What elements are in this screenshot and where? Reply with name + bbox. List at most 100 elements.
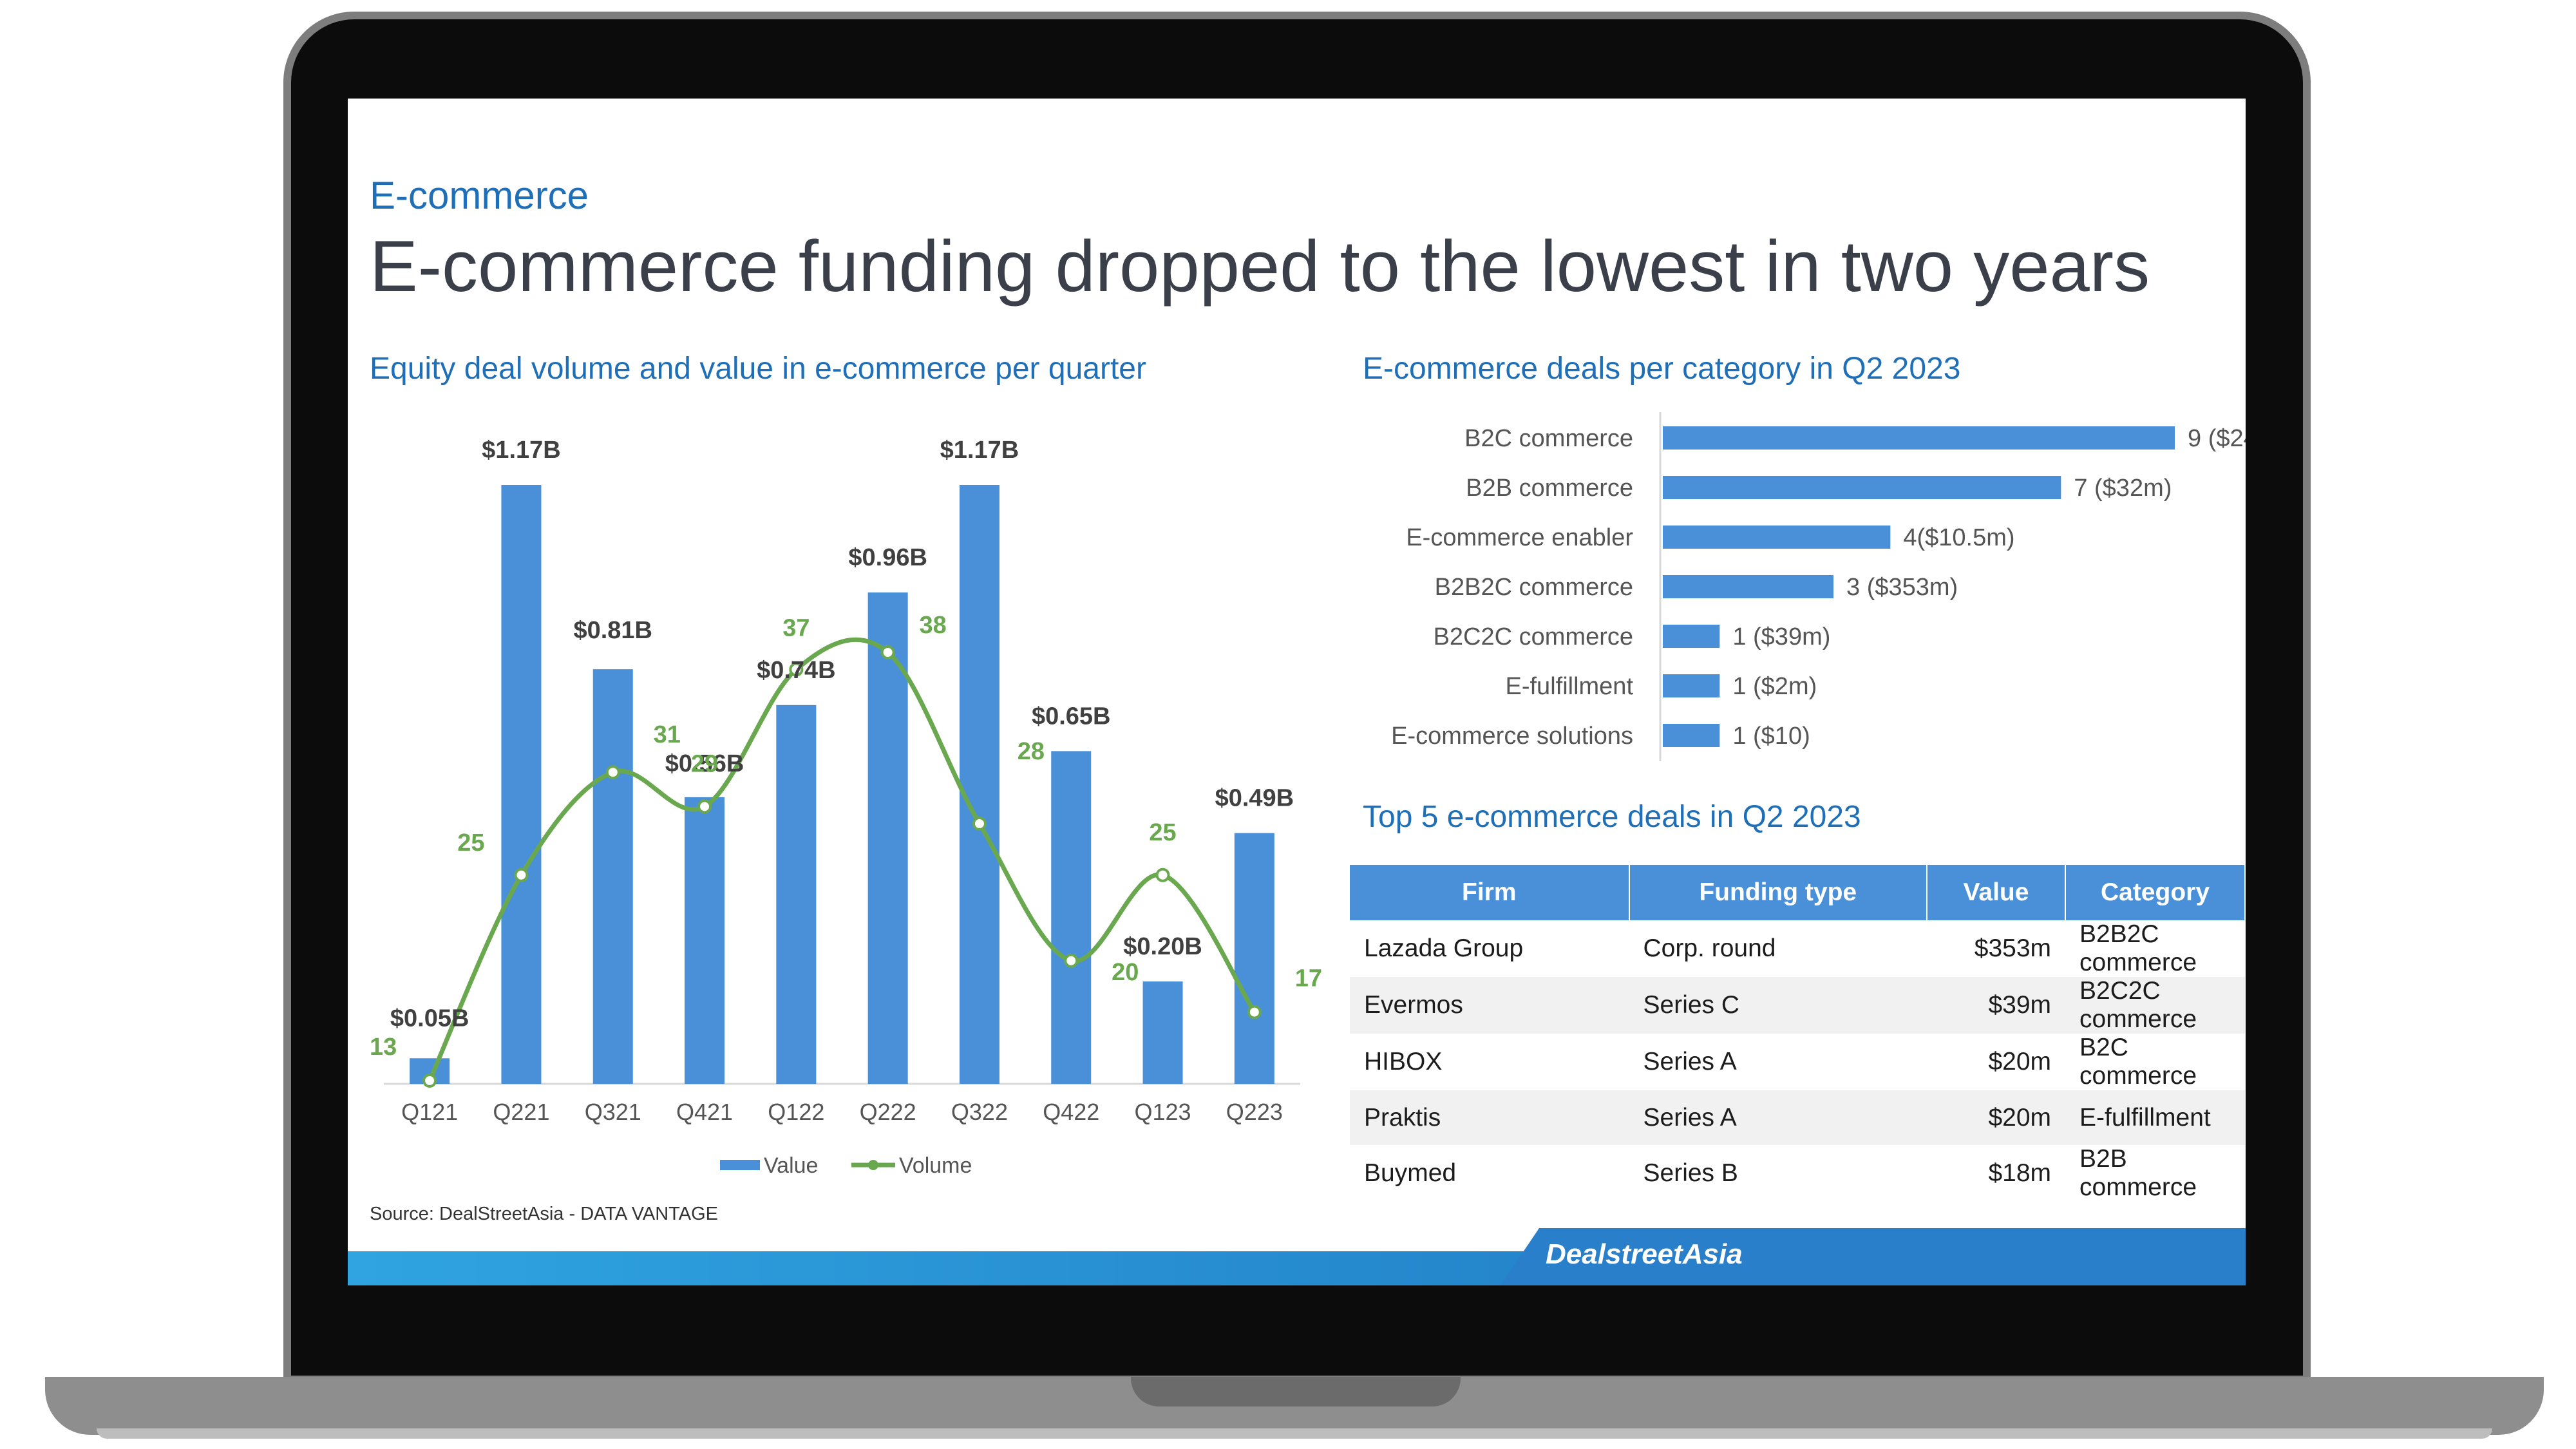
column-header-category: Category bbox=[2065, 865, 2246, 920]
category-bar bbox=[1663, 476, 2061, 499]
volume-point-q421 bbox=[697, 799, 712, 814]
volume-point-q123 bbox=[1155, 867, 1170, 882]
volume-data-label: 29 bbox=[691, 750, 718, 777]
legend-label-volume: Volume bbox=[899, 1153, 972, 1178]
cell-value: $20m bbox=[1988, 1048, 2051, 1075]
value-data-label: $0.65B bbox=[1032, 703, 1111, 730]
bar-value-q221 bbox=[501, 485, 542, 1084]
legend-marker-volume bbox=[868, 1160, 878, 1170]
category-bar bbox=[1663, 674, 1720, 697]
page-title: E-commerce funding dropped to the lowest… bbox=[370, 226, 2150, 307]
x-tick-label: Q223 bbox=[1226, 1099, 1283, 1125]
bar-value-q422 bbox=[1051, 751, 1092, 1084]
column-header-firm: Firm bbox=[1350, 865, 1630, 920]
x-tick-label: Q222 bbox=[860, 1099, 916, 1125]
cell-funding-type: Series B bbox=[1643, 1159, 1738, 1187]
cell-firm: Lazada Group bbox=[1364, 934, 1524, 962]
category-bar bbox=[1663, 426, 2175, 450]
category-bar bbox=[1663, 526, 1891, 549]
quarterly-chart-title: Equity deal volume and value in e-commer… bbox=[370, 352, 1146, 386]
volume-point-q322 bbox=[972, 817, 987, 831]
category-data-label: 1 ($2m) bbox=[1732, 673, 1817, 700]
x-tick-label: Q121 bbox=[401, 1099, 458, 1125]
table-row: Buymed Series B $18m B2B commerce bbox=[1350, 1145, 2245, 1202]
top-deals-title: Top 5 e-commerce deals in Q2 2023 bbox=[1363, 800, 1861, 834]
x-tick-label: Q321 bbox=[585, 1099, 641, 1125]
volume-data-label: 28 bbox=[1018, 738, 1045, 765]
bar-value-q321 bbox=[592, 669, 633, 1084]
cell-value: $39m bbox=[1926, 977, 2065, 1034]
category-bar bbox=[1663, 575, 1833, 598]
cell-funding-type: Series A bbox=[1643, 1048, 1737, 1075]
bar-value-q223 bbox=[1234, 833, 1274, 1084]
volume-point-q222 bbox=[880, 645, 895, 659]
value-data-label: $0.96B bbox=[848, 544, 927, 571]
cell-funding-type: Series A bbox=[1629, 1090, 1927, 1145]
category-label: E-fulfillment bbox=[1506, 673, 1634, 700]
value-data-label: $0.20B bbox=[1123, 933, 1202, 960]
footer-brand-tab bbox=[1501, 1228, 2246, 1285]
bar-value-q421 bbox=[685, 797, 725, 1084]
category-chart-title: E-commerce deals per category in Q2 2023 bbox=[1363, 352, 1961, 386]
top-deals-table: Firm Funding type Value Category Lazada … bbox=[1350, 865, 2246, 1202]
volume-line bbox=[427, 637, 1256, 1082]
category-data-label: 1 ($10) bbox=[1732, 723, 1810, 750]
source-note: Source: DealStreetAsia - DATA VANTAGE bbox=[370, 1204, 718, 1224]
table-row: Lazada Group Corp. round $353m B2B2C com… bbox=[1350, 920, 2245, 977]
category-label: B2B commerce bbox=[1466, 475, 1633, 502]
volume-point-q221 bbox=[514, 867, 529, 882]
category-label: E-commerce enabler bbox=[1406, 524, 1633, 551]
value-data-label: $0.81B bbox=[573, 617, 652, 644]
category-data-label: 4($10.5m) bbox=[1903, 524, 2014, 551]
volume-data-label: 13 bbox=[370, 1034, 397, 1061]
x-tick-label: Q123 bbox=[1135, 1099, 1191, 1125]
cell-value: $20m bbox=[1926, 1090, 2065, 1145]
column-header-value: Value bbox=[1926, 865, 2067, 920]
volume-data-label: 17 bbox=[1295, 965, 1322, 992]
volume-point-q321 bbox=[605, 765, 620, 780]
cell-category: B2B2C commerce bbox=[2079, 920, 2197, 976]
table-header-row: Firm Funding type Value Category bbox=[1350, 865, 2246, 920]
table-row: Praktis Series A $20m E-fulfillment bbox=[1350, 1090, 2245, 1145]
cell-funding-type: Corp. round bbox=[1643, 934, 1776, 962]
quarterly-combo-chart: $0.05B $1.17B $0.81B $0.56B $0.74B $0.96B $1.1… bbox=[370, 437, 1322, 1178]
legend-label-value: Value bbox=[764, 1153, 818, 1178]
category-bar bbox=[1663, 724, 1720, 747]
cell-category: B2C2C commerce bbox=[2065, 977, 2245, 1034]
volume-point-q121 bbox=[422, 1074, 437, 1088]
x-tick-label: Q221 bbox=[493, 1099, 549, 1125]
category-bar-chart: B2C commerce 9 ($24m) B2B commerce 7 ($32m)… bbox=[1391, 412, 2246, 761]
category-data-label: 9 ($24m) bbox=[2188, 425, 2246, 452]
x-tick-label: Q322 bbox=[951, 1099, 1008, 1125]
cell-funding-type: Series C bbox=[1629, 977, 1927, 1034]
x-tick-label: Q421 bbox=[676, 1099, 733, 1125]
volume-data-label: 25 bbox=[1149, 819, 1176, 846]
volume-data-label: 25 bbox=[457, 829, 484, 857]
laptop-base-shadow bbox=[97, 1428, 2492, 1439]
bar-value-q222 bbox=[867, 592, 908, 1084]
category-label: B2B2C commerce bbox=[1435, 574, 1633, 601]
bar-value-q123 bbox=[1142, 981, 1183, 1084]
category-label: B2C2C commerce bbox=[1434, 623, 1633, 650]
bar-value-q322 bbox=[959, 485, 999, 1084]
x-tick-label: Q122 bbox=[768, 1099, 824, 1125]
category-data-label: 7 ($32m) bbox=[2074, 475, 2172, 502]
category-label: E-commerce solutions bbox=[1391, 723, 1633, 750]
cell-category: B2B commerce bbox=[2079, 1145, 2197, 1201]
slide-screen: E-commerce E-commerce funding dropped to… bbox=[348, 99, 2246, 1285]
volume-point-q223 bbox=[1247, 1005, 1262, 1019]
cell-firm: HIBOX bbox=[1364, 1048, 1443, 1075]
column-header-funding-type: Funding type bbox=[1629, 865, 1927, 920]
cell-value: $18m bbox=[1988, 1159, 2051, 1187]
volume-data-label: 37 bbox=[782, 615, 810, 642]
volume-point-q122 bbox=[789, 662, 804, 677]
cell-firm: Buymed bbox=[1364, 1159, 1457, 1187]
value-data-label: $0.56B bbox=[665, 750, 744, 777]
x-tick-label: Q422 bbox=[1043, 1099, 1099, 1125]
legend-swatch-value bbox=[720, 1160, 760, 1170]
volume-point-q422 bbox=[1064, 953, 1079, 968]
value-data-label: $0.49B bbox=[1215, 785, 1294, 812]
volume-data-label: 20 bbox=[1112, 959, 1139, 986]
cell-category: E-fulfillment bbox=[2065, 1090, 2245, 1145]
cell-firm: Praktis bbox=[1350, 1090, 1629, 1145]
